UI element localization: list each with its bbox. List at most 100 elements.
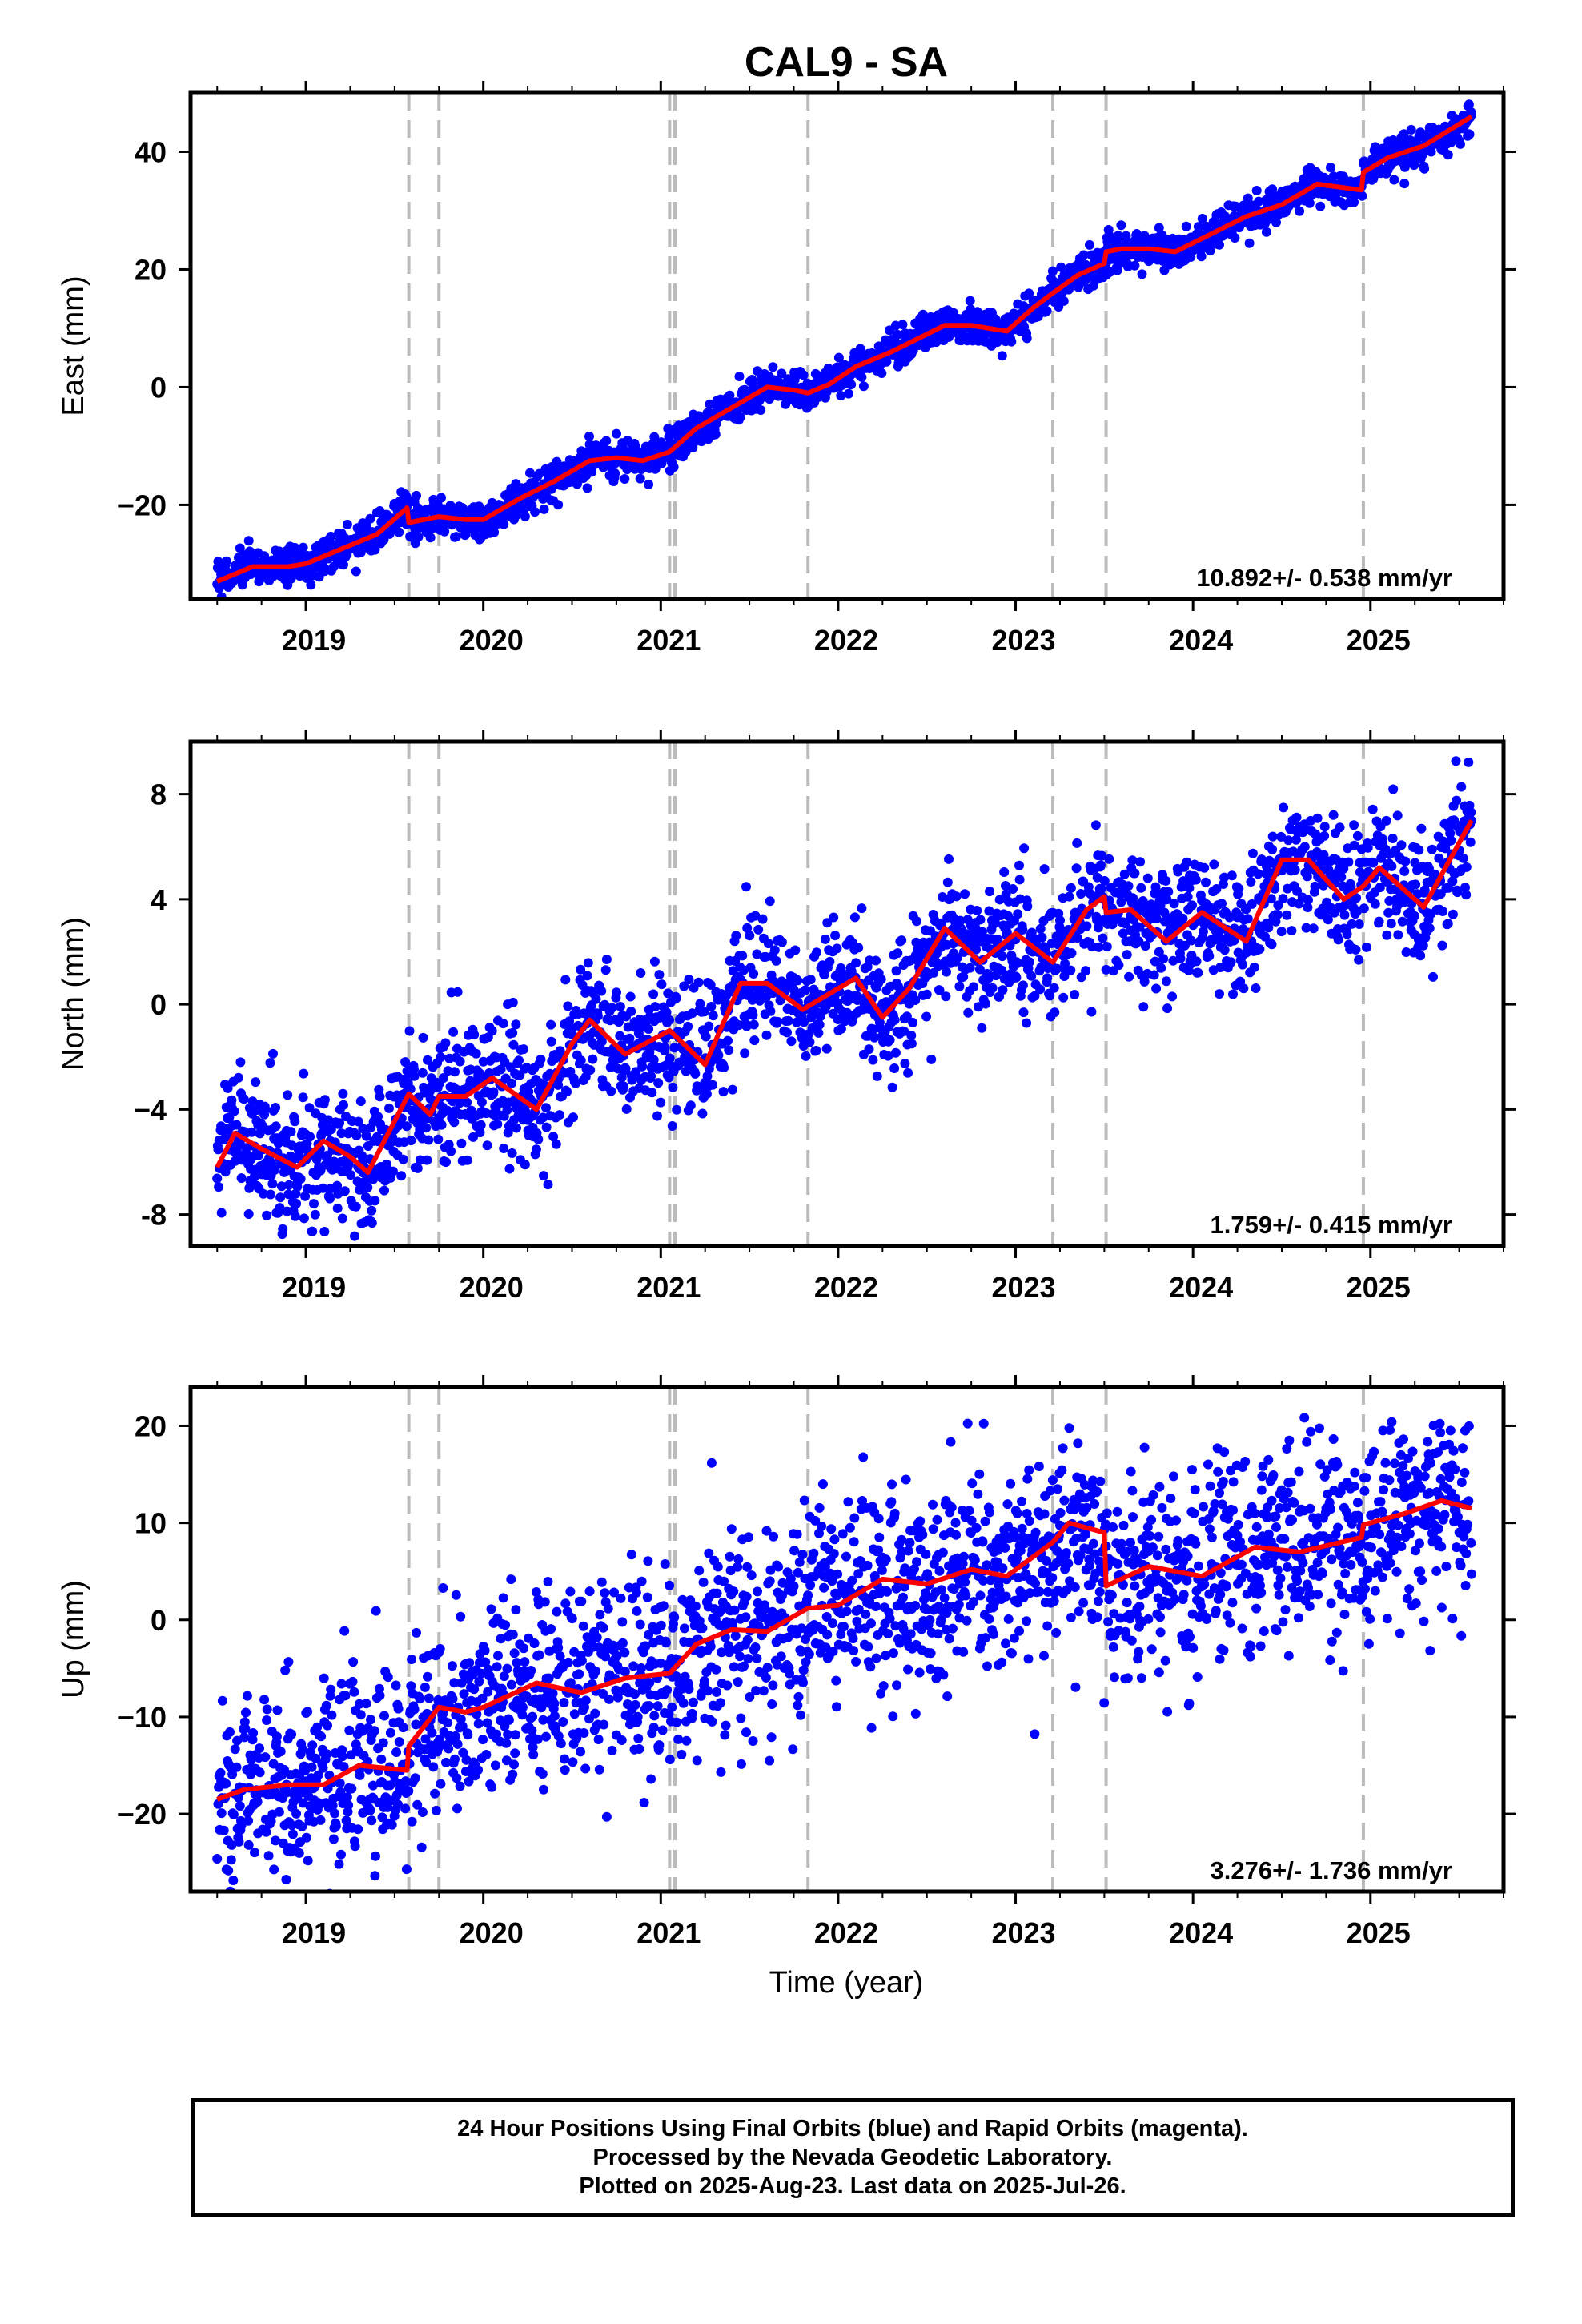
data-point [262, 1715, 272, 1725]
data-point [436, 1052, 446, 1063]
data-point [400, 1057, 411, 1068]
data-point [507, 1148, 517, 1158]
data-point [1276, 831, 1287, 842]
data-point [1060, 959, 1070, 969]
data-point [805, 1037, 815, 1047]
data-point [600, 965, 611, 975]
x-tick-label: 2020 [460, 624, 524, 657]
x-tick-label: 2023 [991, 624, 1055, 657]
data-point [1215, 963, 1226, 972]
data-point [243, 1209, 254, 1219]
data-point [1138, 1002, 1149, 1012]
data-point [1401, 947, 1411, 957]
data-point [1351, 893, 1362, 903]
data-point [1336, 872, 1347, 882]
data-point [786, 1036, 797, 1047]
data-point [836, 1023, 846, 1034]
data-point [506, 1078, 516, 1088]
data-point [291, 1199, 302, 1208]
data-point [1012, 959, 1022, 968]
data-point [373, 1112, 383, 1122]
data-point [433, 1134, 444, 1144]
data-point [351, 1131, 362, 1140]
data-point [962, 932, 973, 943]
data-point [274, 546, 284, 557]
data-point [1357, 191, 1367, 201]
data-point [665, 1053, 675, 1063]
data-point [910, 995, 921, 1005]
data-point [1201, 877, 1211, 887]
data-point [350, 1231, 359, 1241]
data-point [1267, 844, 1278, 854]
data-point [413, 532, 424, 542]
data-point [499, 1144, 509, 1153]
data-point [663, 988, 673, 999]
data-point [375, 1092, 385, 1102]
data-point [1018, 980, 1028, 991]
data-point [1205, 246, 1215, 256]
data-point [475, 1128, 485, 1138]
data-point [1354, 955, 1364, 965]
data-point [636, 968, 646, 978]
data-point [955, 915, 966, 926]
data-point [1267, 831, 1278, 842]
data-point [1086, 1007, 1097, 1017]
y-tick-label: 4 [151, 883, 167, 916]
data-point [417, 1068, 428, 1078]
data-point [756, 405, 766, 415]
data-point [307, 1226, 318, 1236]
data-point [449, 1117, 460, 1128]
data-point [319, 1227, 330, 1236]
data-point [1014, 875, 1025, 885]
data-point [612, 428, 621, 439]
data-point [227, 1769, 238, 1779]
data-point [814, 1019, 825, 1030]
data-point [440, 1038, 451, 1048]
data-point [601, 955, 612, 964]
data-point [1124, 971, 1134, 982]
data-point [1181, 221, 1191, 231]
data-point [1282, 910, 1292, 920]
data-point [326, 1124, 336, 1135]
data-point [267, 1179, 278, 1189]
data-point [1168, 955, 1178, 966]
data-point [295, 1174, 306, 1184]
data-point [782, 1027, 792, 1038]
data-point [253, 1150, 263, 1160]
data-point [1301, 923, 1311, 933]
y-tick-label: 8 [151, 778, 167, 811]
data-point [1022, 1018, 1032, 1028]
data-point [1052, 963, 1062, 974]
data-point [452, 987, 463, 997]
data-point [1137, 269, 1147, 279]
data-point [872, 1071, 882, 1081]
data-point [508, 1027, 518, 1038]
data-point [1438, 907, 1448, 916]
data-point [1283, 835, 1294, 846]
data-point [240, 1723, 251, 1734]
data-point [440, 526, 450, 537]
data-point [514, 1055, 524, 1066]
data-point [1163, 887, 1174, 897]
data-point [335, 1118, 345, 1128]
data-point [1267, 939, 1277, 950]
data-point [849, 912, 860, 923]
data-point [777, 368, 787, 379]
data-point [1047, 266, 1058, 276]
data-point [761, 1030, 772, 1040]
data-point [768, 362, 778, 372]
data-point [857, 372, 867, 382]
panels: 2019 2020 2021 2022 2023 2024 2025−2002040East… [57, 81, 1516, 1949]
data-point [665, 1015, 675, 1025]
data-point [610, 468, 620, 479]
data-point [1178, 913, 1188, 923]
panel-up: 2019 2020 2021 2022 2023 2024 2025−20−1001020U… [57, 1375, 1516, 1949]
data-point [1291, 834, 1301, 845]
data-point [1090, 820, 1101, 830]
data-point [262, 1210, 272, 1220]
data-point [649, 432, 660, 442]
data-point [263, 1851, 274, 1861]
data-point [255, 1767, 265, 1778]
data-point [1399, 866, 1410, 876]
data-point [1456, 139, 1465, 149]
